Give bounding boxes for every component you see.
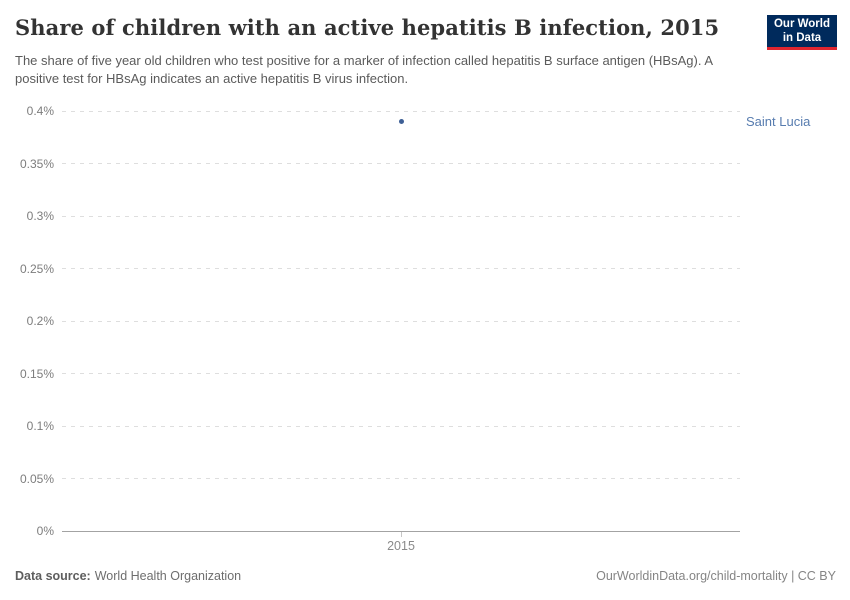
gridline (62, 268, 740, 269)
gridline (62, 110, 740, 112)
gridline (62, 320, 740, 322)
chart-footer: Data source: World Health Organization Ou… (15, 569, 836, 583)
chart-subtitle: The share of five year old children who … (15, 53, 713, 86)
gridline (62, 373, 740, 374)
y-tick-label: 0.35% (19, 156, 54, 171)
x-axis-tick (400, 532, 402, 537)
y-tick-label: 0.1% (26, 419, 54, 433)
gridline (62, 163, 740, 164)
data-source-value: World Health Organization (94, 569, 242, 583)
y-tick-label: 0.15% (19, 366, 54, 381)
gridline (62, 215, 740, 217)
gridline (62, 425, 740, 427)
gridline (62, 478, 740, 479)
owid-logo-line2: in Data (782, 31, 822, 44)
x-axis-line (62, 530, 740, 532)
y-tick-label: 0.3% (26, 209, 54, 223)
y-tick-label: 0.4% (26, 104, 54, 118)
data-source-label: Data source: (15, 569, 91, 583)
y-tick-label: 0.25% (19, 261, 54, 276)
data-point-saint-lucia[interactable] (398, 119, 404, 124)
y-tick-label: 0.2% (26, 314, 54, 328)
y-tick-label: 0% (36, 524, 54, 538)
owid-logo-line1: Our World (773, 18, 830, 30)
entity-label-saint-lucia[interactable]: Saint Lucia (746, 113, 811, 129)
credit-link[interactable]: OurWorldinData.org/child-mortality | CC … (596, 569, 836, 583)
chart-title: Share of children with an active hepatit… (15, 15, 720, 40)
owid-logo[interactable]: Our World in Data (767, 15, 837, 50)
data-source: Data source: World Health Organization (15, 569, 241, 583)
x-axis-tick-label: 2015 (387, 539, 415, 553)
y-tick-label: 0.05% (19, 471, 54, 486)
